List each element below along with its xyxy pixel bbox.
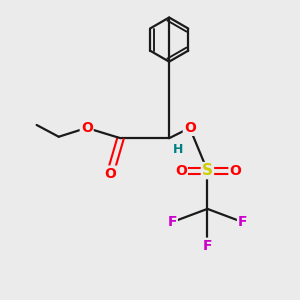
Text: S: S (202, 163, 213, 178)
Text: F: F (238, 215, 247, 229)
Text: O: O (230, 164, 241, 178)
Text: O: O (81, 121, 93, 135)
Text: H: H (173, 143, 183, 157)
Text: F: F (167, 215, 177, 229)
Text: F: F (203, 239, 212, 253)
Text: O: O (104, 167, 116, 181)
Text: O: O (175, 164, 187, 178)
Text: O: O (184, 121, 196, 135)
